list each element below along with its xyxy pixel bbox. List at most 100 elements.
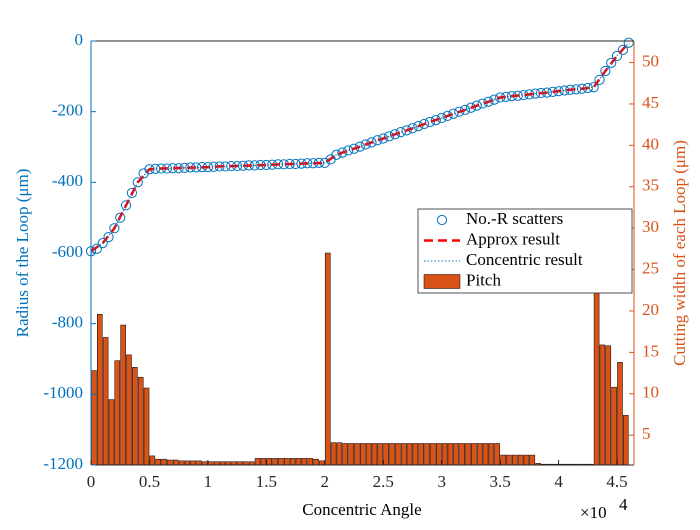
scatter-point — [419, 118, 430, 130]
bar — [418, 443, 425, 466]
bar — [529, 454, 536, 466]
bar — [184, 460, 191, 466]
bar — [476, 443, 483, 466]
y2-tick-label: 25 — [642, 258, 659, 277]
scatter-point — [465, 102, 477, 113]
x-tick-label: 3.5 — [490, 472, 511, 491]
bar — [611, 386, 617, 466]
scatter-point — [454, 106, 465, 117]
bar — [307, 458, 313, 466]
scatter-point — [389, 129, 401, 140]
bar — [453, 443, 460, 466]
bar — [108, 399, 115, 466]
y-tick-label: -200 — [52, 101, 83, 120]
y-tick-label: -600 — [52, 242, 83, 261]
legend-swatch — [423, 274, 461, 289]
bar — [155, 458, 161, 466]
bar — [295, 458, 302, 466]
x-tick-label: 2 — [321, 472, 330, 491]
x-tick-label: 0 — [87, 472, 96, 491]
bar — [430, 443, 436, 466]
bar — [336, 442, 343, 466]
scatter-point — [378, 133, 389, 144]
bar — [406, 443, 413, 466]
scatter-point — [401, 125, 412, 136]
y-axis-label: Radius of the Loop (μm) — [13, 169, 32, 338]
scatter-point — [600, 65, 611, 77]
x-tick-label: 4 — [554, 472, 563, 491]
bar — [137, 376, 144, 466]
bar — [120, 324, 126, 466]
bar — [389, 443, 395, 466]
bar — [301, 458, 308, 466]
bar — [400, 443, 407, 466]
bar — [354, 443, 360, 466]
scatter-point — [115, 212, 126, 223]
legend-label: No.-R scatters — [466, 209, 563, 228]
bar — [523, 454, 530, 466]
bar — [91, 370, 97, 466]
x-tick-label: 1.5 — [256, 472, 277, 491]
bar — [96, 314, 103, 466]
y-tick-label: 0 — [75, 30, 84, 49]
y2-tick-label: 10 — [642, 383, 659, 402]
bar — [313, 458, 319, 466]
bar — [161, 458, 167, 466]
bar — [324, 252, 331, 466]
x-tick-label: 3 — [437, 472, 446, 491]
scatter-point — [343, 145, 354, 156]
scatter-point — [337, 147, 348, 158]
bar — [149, 455, 156, 466]
y-tick-label: -1200 — [43, 454, 83, 473]
x-multiplier-exponent: 4 — [619, 495, 628, 514]
bar — [623, 415, 629, 466]
bar — [272, 458, 278, 466]
scatter-point — [413, 121, 424, 132]
scatter-point — [442, 110, 453, 122]
bar — [196, 460, 202, 466]
bar — [254, 458, 261, 466]
scatter-point — [360, 139, 371, 150]
bar — [500, 454, 506, 466]
bar — [511, 454, 518, 466]
bar — [517, 454, 524, 466]
scatter-point — [372, 135, 383, 146]
bar — [278, 458, 284, 466]
scatter-point — [594, 74, 605, 85]
y2-tick-label: 5 — [642, 424, 651, 443]
scatter-point — [109, 223, 120, 234]
bar — [465, 443, 471, 466]
bar — [266, 458, 273, 466]
legend-label: Approx result — [466, 229, 560, 248]
bar — [436, 443, 442, 466]
bar — [377, 443, 384, 466]
y2-tick-label: 30 — [642, 217, 659, 236]
bar — [342, 443, 349, 466]
bar — [102, 337, 109, 466]
bar — [494, 443, 500, 466]
y-tick-label: -400 — [52, 171, 83, 190]
y-tick-label: -800 — [52, 313, 83, 332]
bar — [383, 443, 389, 466]
bar — [172, 459, 179, 466]
bar — [260, 458, 267, 466]
bar — [132, 367, 138, 466]
bar — [114, 360, 121, 466]
legend-label: Pitch — [466, 270, 501, 289]
legend-marker — [436, 214, 448, 226]
line — [90, 42, 630, 252]
bar — [371, 443, 378, 466]
legend-label: Concentric result — [466, 250, 583, 269]
scatter-point — [483, 96, 494, 107]
x-tick-label: 0.5 — [139, 472, 160, 491]
x-tick-label: 4.5 — [606, 472, 627, 491]
y-tick-label: -1000 — [43, 383, 83, 402]
bar — [178, 460, 185, 466]
y2-axis-label: Cutting width of each Loop (μm) — [670, 140, 689, 366]
scatter-point — [331, 149, 342, 160]
bar — [471, 443, 477, 466]
scatter-point — [354, 141, 365, 152]
bar — [605, 345, 612, 466]
